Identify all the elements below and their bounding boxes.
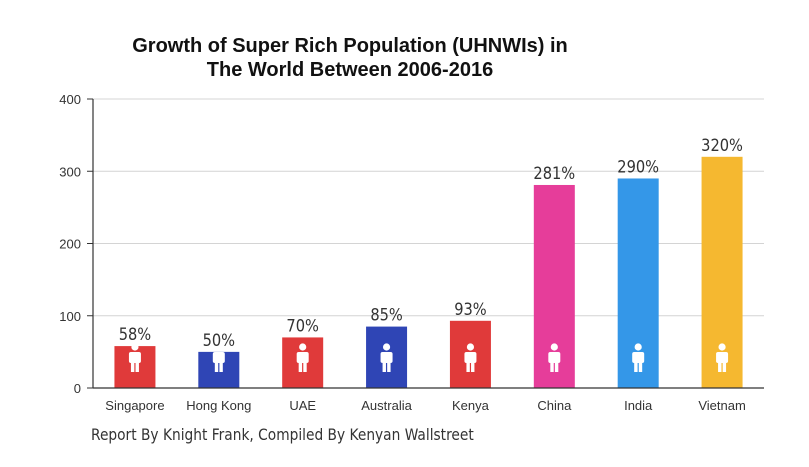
y-tick-label: 300 (59, 164, 81, 179)
chart-title-line-2: The World Between 2006-2016 (206, 59, 494, 81)
data-label: 290% (617, 156, 659, 176)
data-label: 93% (454, 299, 486, 319)
y-tick-label: 200 (59, 237, 81, 252)
data-label: 58% (119, 324, 151, 344)
x-tick-label: Kenya (452, 398, 490, 413)
person-icon (380, 343, 393, 372)
person-icon (212, 343, 225, 372)
person-icon (464, 343, 477, 372)
person-icon (128, 343, 141, 372)
x-tick-label: Vietnam (698, 398, 745, 413)
x-tick-label: Hong Kong (186, 398, 251, 413)
x-tick-label: Australia (361, 398, 412, 413)
y-tick-label: 400 (59, 92, 81, 107)
y-tick-label: 0 (74, 381, 81, 396)
person-icon (716, 343, 729, 372)
x-tick-label: UAE (289, 398, 316, 413)
bars: 58% 50% 70% 85% 93% 281% 290% 320% (114, 135, 743, 388)
gridlines (93, 98, 764, 317)
data-label: 70% (286, 315, 318, 335)
x-tick-label: India (624, 398, 653, 413)
y-tick-label: 100 (59, 309, 81, 324)
x-tick-label: Singapore (105, 398, 164, 413)
data-label: 85% (370, 305, 402, 325)
x-axis: Singapore Hong Kong UAE Australia Kenya China… (93, 387, 764, 413)
person-icon (296, 343, 309, 372)
chart-title: Growth of Super Rich Population (UHNWIs)… (60, 34, 640, 82)
x-tick-label: China (537, 398, 572, 413)
data-label: 281% (533, 163, 575, 183)
person-icon (632, 343, 645, 372)
person-icon (548, 343, 561, 372)
data-label: 50% (203, 330, 235, 350)
source-note: Report By Knight Frank, Compiled By Keny… (91, 425, 474, 444)
data-label: 320% (701, 135, 743, 155)
chart-title-line-1: Growth of Super Rich Population (UHNWIs)… (132, 35, 568, 57)
y-axis: 0 100 200 300 400 (59, 92, 94, 396)
